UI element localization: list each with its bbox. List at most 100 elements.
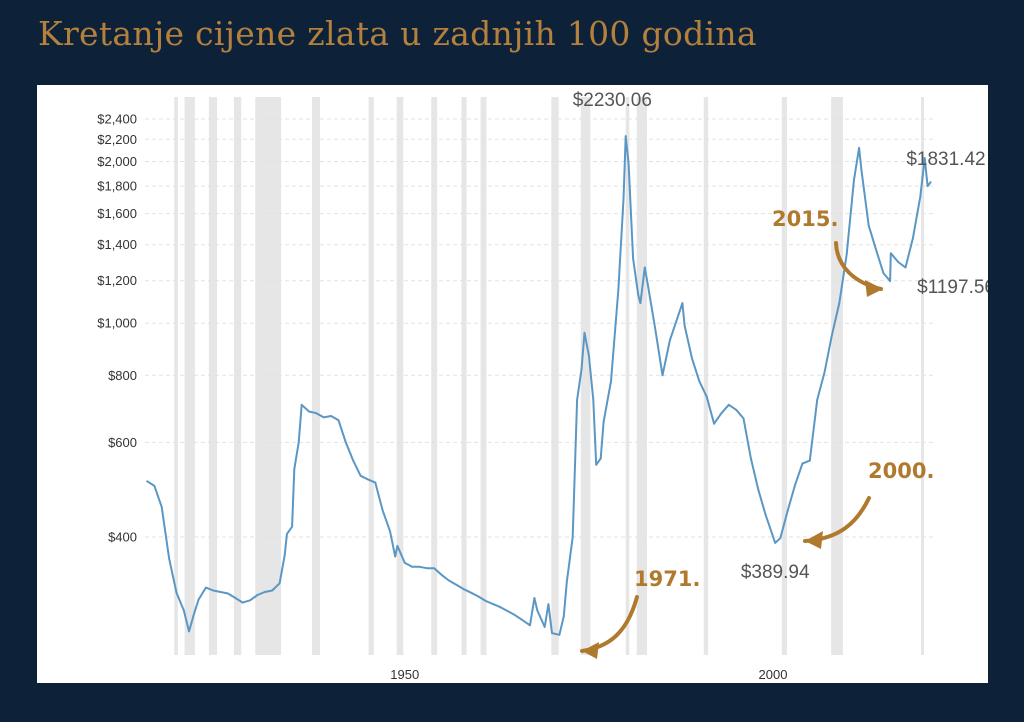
data-point	[367, 478, 369, 481]
data-point	[668, 339, 671, 342]
data-point	[627, 162, 630, 165]
data-point	[617, 289, 620, 292]
data-point	[381, 509, 384, 512]
data-point	[271, 589, 274, 592]
data-point	[602, 421, 605, 423]
data-point	[403, 561, 406, 564]
data-point	[794, 484, 796, 486]
data-point	[337, 419, 340, 422]
data-point	[514, 614, 517, 617]
data-point	[188, 630, 190, 633]
data-point	[212, 589, 215, 592]
recession-band	[233, 97, 242, 655]
recession-band	[480, 97, 487, 655]
data-point	[263, 591, 266, 593]
data-point	[595, 463, 598, 466]
data-point	[286, 533, 288, 536]
data-point	[477, 595, 480, 598]
data-point	[249, 599, 252, 602]
data-point	[160, 506, 163, 508]
page-title: Kretanje cijene zlata u zadnjih 100 godi…	[38, 14, 757, 53]
data-point	[904, 266, 907, 269]
data-point	[462, 588, 465, 590]
data-point	[352, 459, 355, 462]
data-point	[639, 302, 642, 305]
data-point	[889, 252, 892, 255]
data-point	[182, 609, 185, 612]
data-point	[838, 302, 841, 305]
data-point	[632, 257, 634, 260]
y-tick-label: $1,400	[97, 237, 137, 252]
data-point	[919, 195, 922, 198]
data-point	[297, 441, 300, 444]
data-point	[293, 468, 296, 471]
data-point	[227, 592, 229, 595]
data-point	[411, 565, 414, 568]
data-point	[926, 185, 929, 188]
recession-band	[184, 97, 195, 655]
data-point	[912, 237, 914, 240]
data-point	[433, 567, 436, 570]
data-point	[691, 357, 693, 360]
recession-band	[208, 97, 217, 655]
year-annotation: 2000.	[868, 459, 934, 483]
data-point	[455, 583, 458, 586]
data-point	[845, 254, 848, 256]
data-point	[146, 480, 148, 483]
annotation-arrowhead	[865, 280, 883, 297]
recession-band	[551, 97, 559, 655]
data-point	[720, 412, 723, 415]
x-tick-label: 2000	[759, 667, 788, 682]
year-annotation: 2015.	[772, 207, 838, 231]
data-point	[322, 416, 325, 419]
gold-price-line	[146, 135, 932, 636]
recession-band	[431, 97, 438, 655]
data-point	[562, 615, 565, 617]
recession-band	[255, 97, 282, 655]
data-point	[389, 530, 391, 533]
recession-band	[311, 97, 321, 655]
price-annotation: $389.94	[741, 562, 810, 583]
data-point	[499, 606, 502, 609]
data-point	[547, 603, 550, 606]
data-point	[315, 412, 318, 415]
y-tick-label: $1,600	[97, 206, 137, 221]
recession-band	[396, 97, 404, 655]
data-point	[583, 331, 586, 334]
data-point	[470, 591, 472, 594]
data-point	[168, 557, 170, 560]
data-point	[396, 545, 399, 547]
y-tick-label: $1,800	[97, 179, 137, 194]
data-point	[571, 536, 574, 538]
recession-band	[174, 97, 178, 655]
recession-band	[921, 97, 925, 655]
data-point	[599, 457, 602, 460]
y-tick-label: $600	[108, 435, 137, 450]
recession-band	[461, 97, 467, 655]
data-point	[816, 398, 819, 401]
data-point	[749, 457, 752, 460]
data-point	[492, 603, 495, 606]
gold-price-chart: $400 $600 $800 $1,000 $1,200 $1,400 $1,600 $1,8…	[97, 90, 988, 682]
data-point	[448, 579, 450, 582]
data-point	[735, 408, 738, 411]
data-point	[484, 600, 487, 602]
recession-band	[580, 97, 591, 655]
y-tick-label: $2,200	[97, 132, 137, 147]
data-point	[705, 395, 708, 398]
data-point	[283, 554, 286, 557]
data-point	[637, 293, 640, 296]
chart-panel: $400 $600 $800 $1,000 $1,200 $1,400 $1,600 $1,8…	[37, 85, 988, 683]
data-point	[197, 598, 200, 601]
y-tick-label: $2,000	[97, 154, 137, 169]
data-point	[654, 327, 657, 329]
data-point	[256, 594, 259, 596]
data-point	[779, 537, 782, 540]
price-annotation: $1831.42	[906, 149, 985, 170]
data-point	[300, 403, 303, 406]
data-point	[801, 462, 804, 465]
data-point	[153, 484, 156, 487]
data-point	[683, 324, 686, 327]
recession-band	[625, 97, 630, 655]
data-point	[234, 597, 237, 599]
